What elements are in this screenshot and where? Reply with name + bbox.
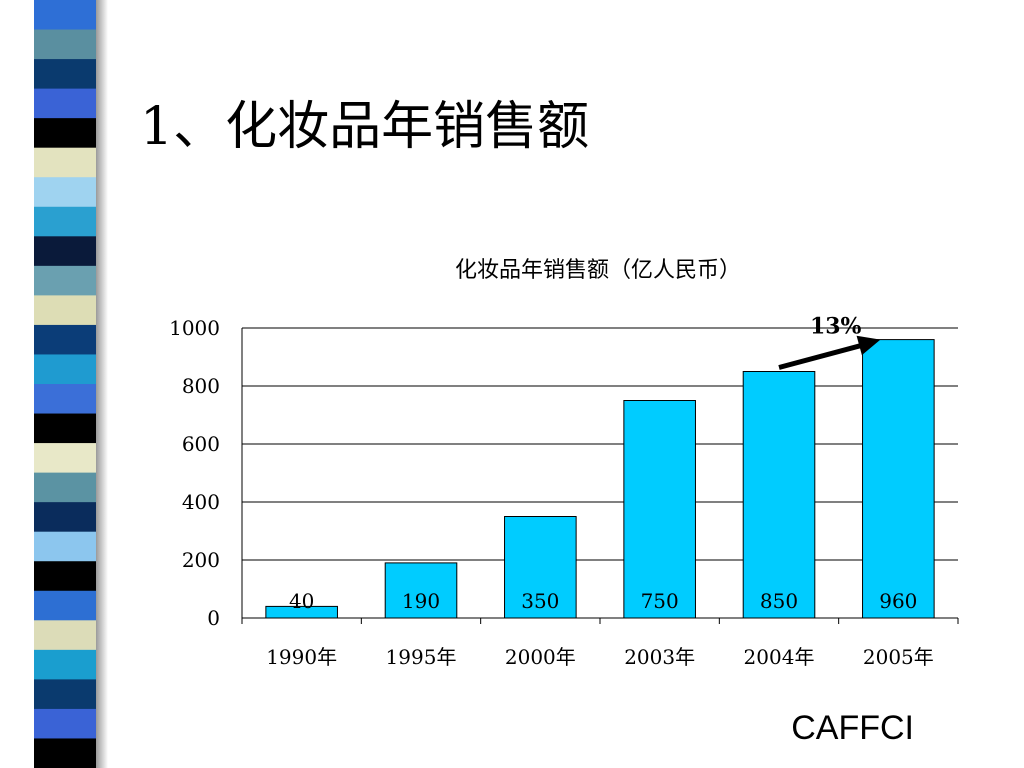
stripe-block xyxy=(34,561,96,592)
stripe-block xyxy=(34,413,96,444)
footer-logo-text: CAFFCI xyxy=(791,709,914,747)
y-tick-label: 200 xyxy=(182,548,220,572)
y-tick-label: 600 xyxy=(182,432,220,456)
x-tick-label: 1995年 xyxy=(386,645,457,669)
stripe-block xyxy=(34,443,96,474)
stripe-shadow xyxy=(96,0,108,768)
chart-title: 化妆品年销售额（亿人民币） xyxy=(454,258,741,283)
stripe-block xyxy=(34,384,96,415)
stripe-block xyxy=(34,59,96,90)
data-label: 750 xyxy=(641,589,679,613)
stripe-block xyxy=(34,29,96,60)
growth-arrow-head xyxy=(856,335,881,356)
bar xyxy=(742,371,816,619)
stripe-block xyxy=(34,502,96,533)
bar xyxy=(623,400,696,619)
stripe-block xyxy=(34,738,96,768)
x-tick-label: 1990年 xyxy=(266,645,337,669)
data-label: 40 xyxy=(289,589,314,613)
data-label: 960 xyxy=(879,589,917,613)
y-tick-label: 1000 xyxy=(169,316,220,340)
stripe-block xyxy=(34,295,96,326)
stripe-block xyxy=(34,118,96,149)
stripe-block xyxy=(34,177,96,208)
stripe-block xyxy=(34,472,96,503)
data-label: 190 xyxy=(402,589,440,613)
slide-title: 1、化妆品年销售额 xyxy=(140,97,590,157)
stripe-block xyxy=(34,531,96,562)
stripe-block xyxy=(34,679,96,710)
x-tick-label: 2004年 xyxy=(744,645,815,669)
data-label: 850 xyxy=(760,589,798,613)
decorative-stripe xyxy=(34,0,96,768)
bar xyxy=(504,516,577,619)
growth-arrow xyxy=(778,341,870,370)
stripe-block xyxy=(34,590,96,621)
x-tick-label: 2005年 xyxy=(863,645,934,669)
bar xyxy=(862,339,935,619)
stripe-block xyxy=(34,265,96,296)
stripe-block xyxy=(34,147,96,178)
stripe-block xyxy=(34,206,96,237)
x-tick-label: 2003年 xyxy=(624,645,695,669)
stripe-block xyxy=(34,620,96,651)
data-label: 350 xyxy=(521,589,559,613)
growth-annotation-label: 13% xyxy=(810,314,862,340)
stripe-block xyxy=(34,708,96,739)
y-tick-label: 400 xyxy=(182,490,220,514)
stripe-block xyxy=(34,354,96,385)
stripe-block xyxy=(34,88,96,119)
stripe-block xyxy=(34,0,96,31)
y-tick-label: 0 xyxy=(207,606,220,630)
x-tick-label: 2000年 xyxy=(505,645,576,669)
stripe-block xyxy=(34,324,96,355)
y-tick-label: 800 xyxy=(182,374,220,398)
bar xyxy=(384,562,458,619)
stripe-block xyxy=(34,236,96,267)
bar xyxy=(265,605,338,619)
stripe-block xyxy=(34,649,96,680)
